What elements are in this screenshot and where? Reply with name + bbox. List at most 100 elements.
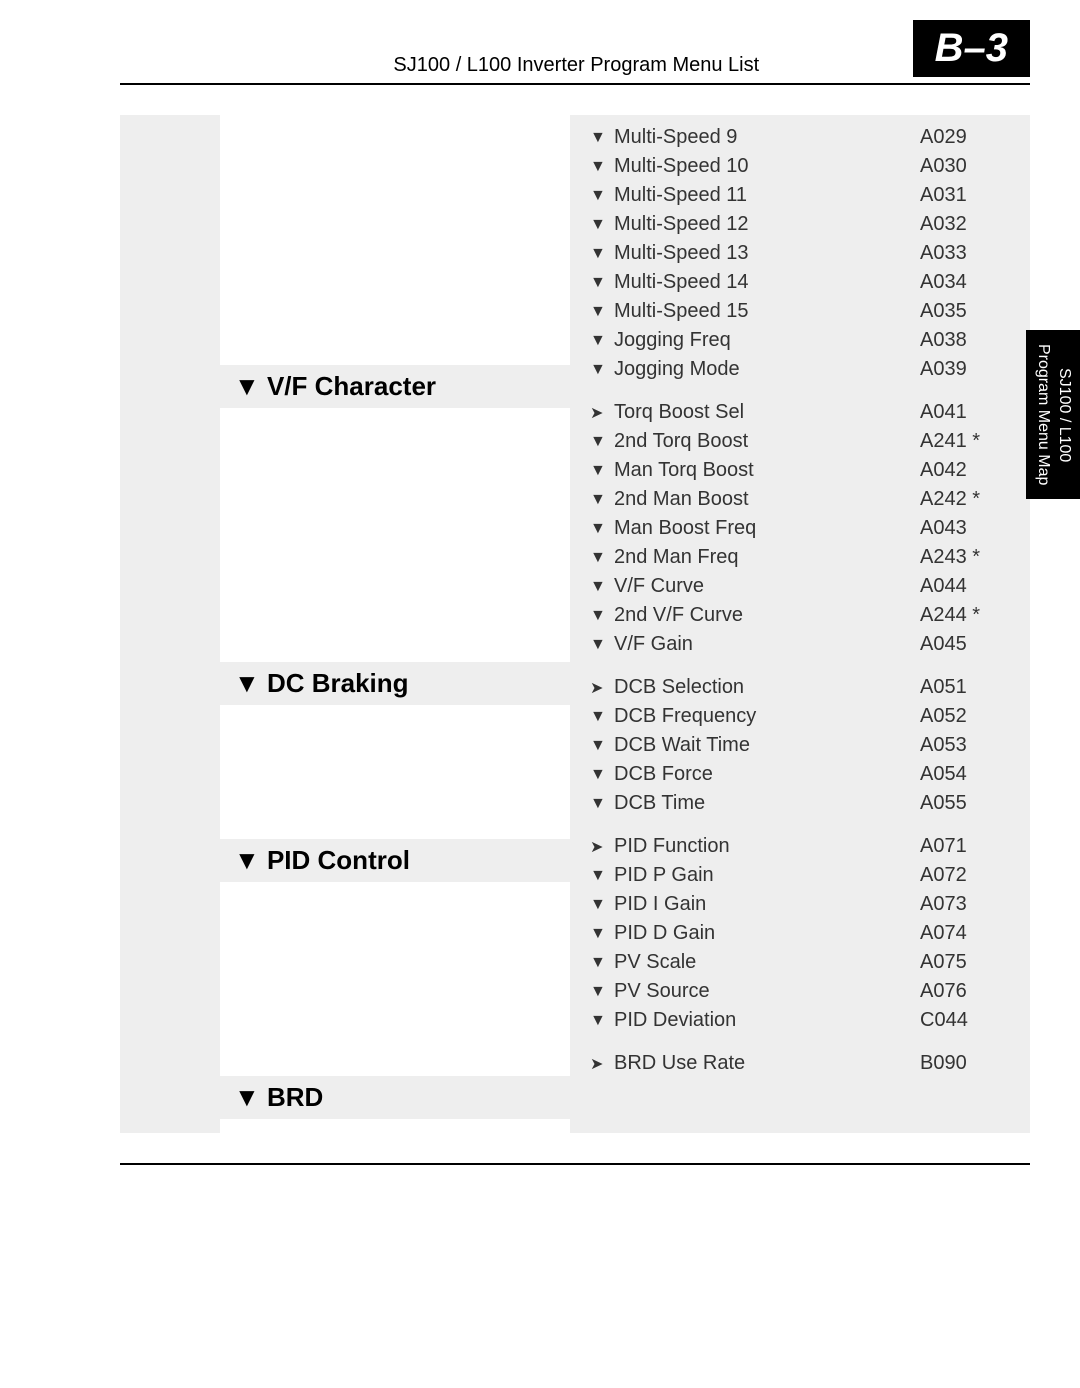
items-column: Multi-Speed 9A029Multi-Speed 10A030Multi… — [570, 115, 1030, 1133]
menu-item-code: A045 — [920, 633, 1010, 656]
menu-item-code: A038 — [920, 329, 1010, 352]
menu-item-code: A034 — [920, 271, 1010, 294]
menu-item-code: A051 — [920, 676, 1010, 699]
triangle-down-icon — [590, 737, 614, 755]
menu-item-row: DCB TimeA055 — [590, 789, 1010, 818]
menu-item-label: Multi-Speed 11 — [614, 184, 920, 207]
menu-item-code: A043 — [920, 517, 1010, 540]
page-header: SJ100 / L100 Inverter Program Menu List … — [0, 0, 1080, 77]
menu-item-label: PID Deviation — [614, 1009, 920, 1032]
menu-item-label: Jogging Freq — [614, 329, 920, 352]
menu-item-code: A076 — [920, 980, 1010, 1003]
menu-item-row: Jogging ModeA039 — [590, 355, 1010, 384]
triangle-down-icon — [590, 274, 614, 292]
menu-item-code: A032 — [920, 213, 1010, 236]
menu-item-row: V/F GainA045 — [590, 630, 1010, 659]
menu-item-code: A041 — [920, 401, 1010, 424]
menu-item-row: Multi-Speed 9A029 — [590, 123, 1010, 152]
triangle-down-icon — [234, 845, 260, 875]
triangle-down-icon — [590, 954, 614, 972]
side-tab: SJ100 / L100 Program Menu Map — [1026, 330, 1080, 499]
triangle-down-icon — [234, 668, 260, 698]
group-heading-label: DC Braking — [260, 668, 409, 698]
triangle-down-icon — [590, 636, 614, 654]
menu-item-label: Multi-Speed 14 — [614, 271, 920, 294]
menu-item-code: A031 — [920, 184, 1010, 207]
menu-item-code: A033 — [920, 242, 1010, 265]
menu-item-code: A244 * — [920, 604, 1010, 627]
menu-item-row: DCB ForceA054 — [590, 760, 1010, 789]
menu-item-row: 2nd Man BoostA242 * — [590, 485, 1010, 514]
menu-item-row: Jogging FreqA038 — [590, 326, 1010, 355]
menu-item-row: Torq Boost SelA041 — [590, 398, 1010, 427]
menu-item-code: A073 — [920, 893, 1010, 916]
menu-item-code: A072 — [920, 864, 1010, 887]
menu-item-label: 2nd Man Boost — [614, 488, 920, 511]
triangle-right-icon — [590, 837, 614, 857]
menu-item-code: A074 — [920, 922, 1010, 945]
group-heading: V/F Character — [220, 365, 570, 408]
menu-item-label: DCB Force — [614, 763, 920, 786]
menu-item-label: PV Scale — [614, 951, 920, 974]
menu-item-row: DCB Wait TimeA053 — [590, 731, 1010, 760]
menu-item-code: A071 — [920, 835, 1010, 858]
menu-item-code: A042 — [920, 459, 1010, 482]
menu-item-label: 2nd Torq Boost — [614, 430, 920, 453]
triangle-down-icon — [590, 303, 614, 321]
menu-item-label: Torq Boost Sel — [614, 401, 920, 424]
menu-item-code: A029 — [920, 126, 1010, 149]
menu-item-row: Multi-Speed 15A035 — [590, 297, 1010, 326]
triangle-down-icon — [590, 158, 614, 176]
menu-item-label: PID I Gain — [614, 893, 920, 916]
triangle-down-icon — [590, 520, 614, 538]
triangle-down-icon — [590, 708, 614, 726]
menu-item-row: Man Boost FreqA043 — [590, 514, 1010, 543]
header-rule — [120, 83, 1030, 85]
triangle-down-icon — [590, 1012, 614, 1030]
triangle-down-icon — [590, 462, 614, 480]
menu-item-label: Man Torq Boost — [614, 459, 920, 482]
triangle-right-icon — [590, 1054, 614, 1074]
menu-item-row: Multi-Speed 11A031 — [590, 181, 1010, 210]
menu-item-row: DCB SelectionA051 — [590, 673, 1010, 702]
menu-item-row: Multi-Speed 12A032 — [590, 210, 1010, 239]
triangle-down-icon — [590, 361, 614, 379]
menu-item-label: Multi-Speed 10 — [614, 155, 920, 178]
menu-item-code: A053 — [920, 734, 1010, 757]
triangle-down-icon — [590, 491, 614, 509]
menu-item-label: DCB Selection — [614, 676, 920, 699]
group-headings-column: V/F Character DC Braking PID Control BRD — [220, 115, 570, 1133]
menu-item-row: DCB FrequencyA052 — [590, 702, 1010, 731]
triangle-down-icon — [590, 983, 614, 1001]
triangle-right-icon — [590, 403, 614, 423]
triangle-down-icon — [590, 867, 614, 885]
menu-item-label: Multi-Speed 12 — [614, 213, 920, 236]
menu-item-row: PID P GainA072 — [590, 861, 1010, 890]
menu-item-code: A243 * — [920, 546, 1010, 569]
triangle-down-icon — [590, 795, 614, 813]
triangle-down-icon — [590, 433, 614, 451]
menu-item-code: A054 — [920, 763, 1010, 786]
menu-item-code: A035 — [920, 300, 1010, 323]
menu-item-code: B090 — [920, 1052, 1010, 1075]
menu-item-label: Multi-Speed 9 — [614, 126, 920, 149]
triangle-down-icon — [590, 245, 614, 263]
menu-item-row: PV ScaleA075 — [590, 948, 1010, 977]
left-gutter — [120, 115, 220, 1133]
triangle-down-icon — [590, 129, 614, 147]
triangle-down-icon — [590, 925, 614, 943]
menu-item-row: 2nd Man FreqA243 * — [590, 543, 1010, 572]
menu-item-row: PV SourceA076 — [590, 977, 1010, 1006]
menu-item-label: 2nd V/F Curve — [614, 604, 920, 627]
menu-item-label: DCB Wait Time — [614, 734, 920, 757]
triangle-down-icon — [590, 216, 614, 234]
triangle-down-icon — [590, 187, 614, 205]
group-heading-label: BRD — [260, 1082, 324, 1112]
group-heading: BRD — [220, 1076, 570, 1119]
triangle-down-icon — [590, 607, 614, 625]
menu-item-code: A030 — [920, 155, 1010, 178]
menu-item-code: A241 * — [920, 430, 1010, 453]
triangle-down-icon — [590, 766, 614, 784]
menu-item-label: DCB Frequency — [614, 705, 920, 728]
group-heading: PID Control — [220, 839, 570, 882]
